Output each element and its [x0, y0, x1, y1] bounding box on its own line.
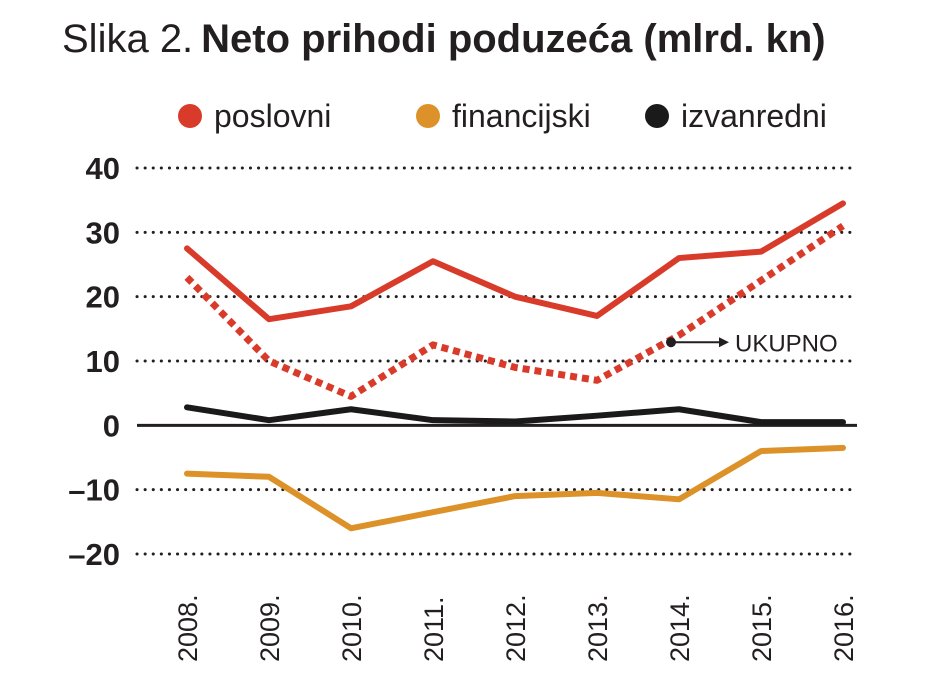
x-tick-label: 2009. — [255, 594, 285, 662]
x-tick-label: 2012. — [501, 594, 531, 662]
y-tick-label: –20 — [68, 537, 120, 572]
y-axis: 40 30 20 10 0 –10 –20 — [68, 151, 120, 572]
legend-marker-izvanredni — [645, 104, 669, 128]
x-tick-label: 2015. — [747, 594, 777, 662]
y-tick-label: 30 — [86, 215, 120, 250]
x-tick-label: 2011. — [419, 596, 449, 662]
legend-label-poslovni: poslovni — [214, 98, 331, 134]
chart-title-prefix: Slika 2. — [62, 17, 193, 61]
ukupno-annotation: UKUPNO — [666, 330, 838, 357]
x-tick-label: 2010. — [337, 594, 367, 662]
annotation-label-ukupno: UKUPNO — [735, 330, 838, 357]
annotation-arrow-head — [719, 337, 729, 348]
chart-title-main: Neto prihodi poduzeća (mlrd. kn) — [201, 17, 825, 61]
y-tick-label: 20 — [86, 280, 120, 315]
chart-title: Slika 2. Neto prihodi poduzeća (mlrd. kn) — [62, 17, 826, 61]
y-tick-label: 10 — [86, 344, 120, 379]
chart-legend: poslovni financijski izvanredni — [178, 98, 827, 134]
series-line-izvanredni — [184, 404, 846, 426]
legend-marker-financijski — [416, 104, 440, 128]
series-line-poslovni — [184, 200, 846, 323]
x-tick-label: 2014. — [665, 594, 695, 662]
legend-label-financijski: financijski — [452, 98, 591, 134]
chart-gridlines — [135, 166, 859, 556]
y-tick-label: 40 — [86, 151, 120, 186]
x-tick-label: 2013. — [583, 594, 613, 662]
series-line-financijski — [184, 444, 846, 532]
x-tick-label: 2016. — [829, 594, 859, 662]
y-tick-label: 0 — [103, 408, 120, 443]
series-line-ukupno — [184, 222, 845, 400]
chart-series — [184, 200, 846, 532]
legend-label-izvanredni: izvanredni — [681, 98, 827, 134]
x-axis: 2008. 2009. 2010. 2011. 2012. 2013. 2014. 2015.… — [173, 594, 859, 662]
y-tick-label: –10 — [68, 473, 120, 508]
legend-marker-poslovni — [178, 104, 202, 128]
x-tick-label: 2008. — [173, 594, 203, 662]
